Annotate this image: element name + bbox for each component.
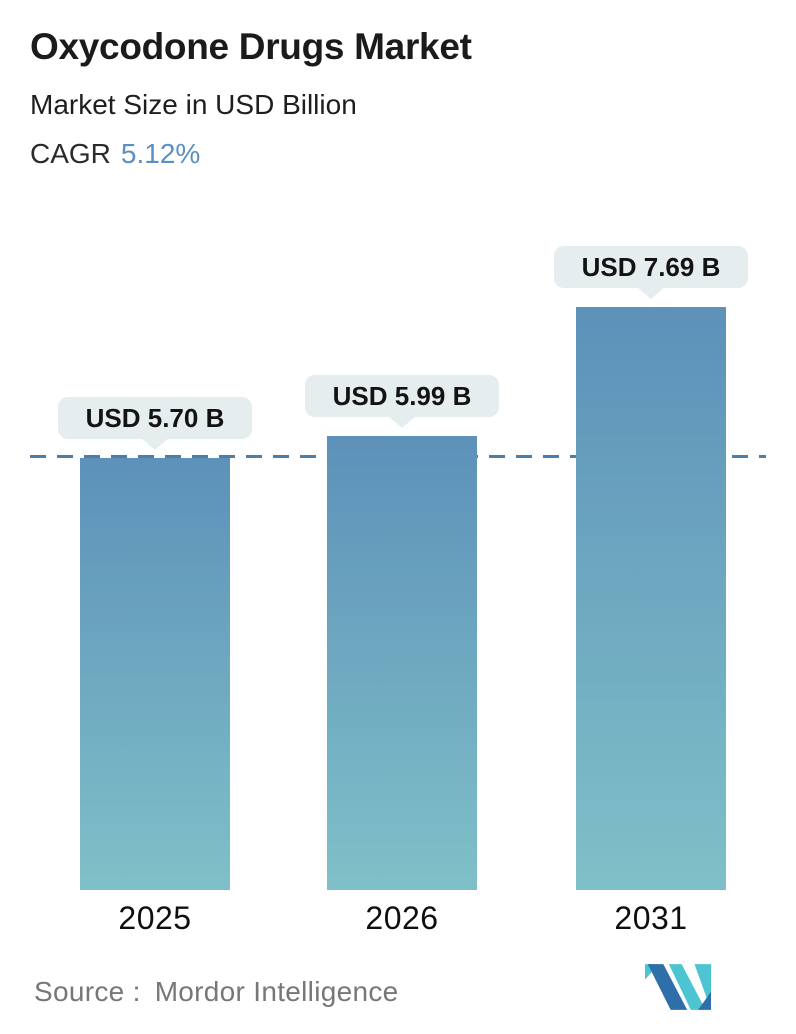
callout-tail [637, 287, 665, 299]
value-callout-2031: USD 7.69 B [554, 246, 748, 299]
cagr-line: CAGR 5.12% [30, 138, 766, 170]
source-value: Mordor Intelligence [154, 976, 399, 1007]
bar-2026 [327, 436, 477, 890]
source-label: Source : [34, 976, 141, 1007]
value-label: USD 5.70 B [85, 402, 225, 433]
mordor-intelligence-logo [645, 964, 711, 1010]
value-callout-2026: USD 5.99 B [305, 375, 499, 428]
chart-area: USD 5.70 B 2025 USD 5.99 B 2026 USD 7.69 B 20… [30, 170, 766, 945]
footer: Source : Mordor Intelligence [0, 958, 796, 1018]
bar-2025 [80, 458, 230, 890]
axis-label-2026: 2026 [365, 900, 439, 936]
page-title: Oxycodone Drugs Market [30, 26, 472, 67]
value-label: USD 5.99 B [332, 380, 472, 411]
source-line: Source : Mordor Intelligence [34, 976, 399, 1008]
value-callout-2025: USD 5.70 B [58, 397, 252, 450]
chart-subtitle: Market Size in USD Billion [30, 89, 357, 120]
bar-2031 [576, 307, 726, 890]
axis-label-2031: 2031 [614, 900, 688, 936]
value-label: USD 7.69 B [581, 251, 721, 282]
cagr-label: CAGR [30, 138, 111, 169]
callout-tail [388, 416, 416, 428]
callout-tail [141, 438, 169, 450]
axis-label-2025: 2025 [118, 900, 192, 936]
header: Oxycodone Drugs Market Market Size in US… [0, 0, 796, 170]
cagr-value: 5.12% [120, 138, 201, 169]
